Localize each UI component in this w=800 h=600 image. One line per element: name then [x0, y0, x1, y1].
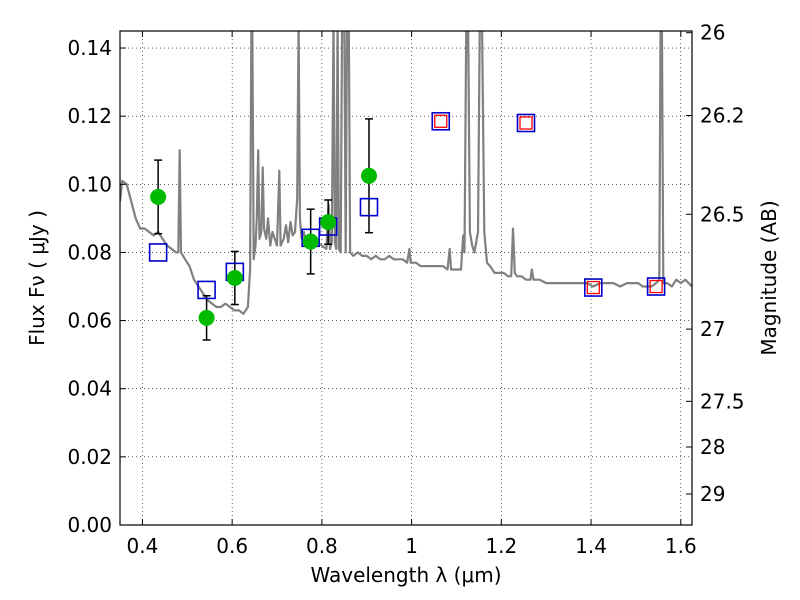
model-flux-square — [584, 278, 603, 297]
model-flux-square — [431, 111, 451, 131]
model-flux-square — [646, 277, 666, 296]
model-flux-inner-square — [519, 116, 533, 130]
model-flux-square — [197, 280, 216, 300]
model-spectrum-line — [120, 31, 692, 315]
x-tick-label: 0.4 — [127, 534, 159, 558]
model-flux-inner-square — [649, 279, 663, 294]
model-flux-square — [516, 113, 536, 133]
magnitude-tick-label: 26 — [700, 21, 725, 45]
x-tick-label: 1.4 — [575, 534, 607, 558]
magnitude-tick-label: 29 — [700, 482, 725, 506]
observed-flux-point — [150, 188, 167, 205]
observed-flux-point — [302, 233, 319, 250]
y-tick-label: 0.02 — [67, 445, 112, 469]
x-axis-label: Wavelength λ (μm) — [310, 563, 501, 587]
magnitude-axis-label: Magnitude (AB) — [757, 200, 781, 355]
grid — [120, 31, 692, 526]
model-flux-inner-square — [586, 280, 600, 295]
model-flux-square — [148, 243, 168, 262]
y-tick-label: 0.12 — [67, 104, 112, 128]
y-tick-label: 0.04 — [67, 377, 112, 401]
axes-ticks: 0.4 0.6 0.8 1 1.2 1.4 1.6 0.00 0.02 0.04 0.06 0.08 0… — [67, 21, 744, 558]
x-tick-label: 0.8 — [306, 534, 338, 558]
y-tick-label: 0.00 — [67, 513, 112, 537]
y-tick-label: 0.14 — [67, 36, 112, 60]
observed-flux-point — [198, 309, 215, 326]
magnitude-tick-label: 28 — [700, 435, 725, 459]
plot-frame — [119, 30, 693, 526]
model-flux-square — [359, 197, 379, 217]
plot-area — [120, 31, 692, 341]
x-tick-label: 1.6 — [665, 534, 697, 558]
model-flux-inner-square — [434, 114, 448, 128]
observed-flux-point — [360, 167, 377, 184]
magnitude-tick-label: 27 — [700, 317, 725, 341]
observed-flux-point — [226, 270, 243, 286]
magnitude-tick-label: 27.5 — [700, 389, 745, 413]
x-tick-label: 0.6 — [216, 534, 248, 558]
x-tick-label: 1 — [405, 534, 418, 558]
y-tick-label: 0.08 — [67, 240, 112, 264]
x-tick-label: 1.2 — [485, 534, 517, 558]
y-axis-label: Flux Fν ( μJy ) — [25, 210, 49, 346]
observed-flux-point — [320, 214, 337, 231]
y-tick-label: 0.10 — [67, 172, 112, 196]
magnitude-tick-label: 26.5 — [700, 202, 745, 226]
y-tick-label: 0.06 — [67, 309, 112, 333]
magnitude-tick-label: 26.2 — [700, 103, 745, 127]
